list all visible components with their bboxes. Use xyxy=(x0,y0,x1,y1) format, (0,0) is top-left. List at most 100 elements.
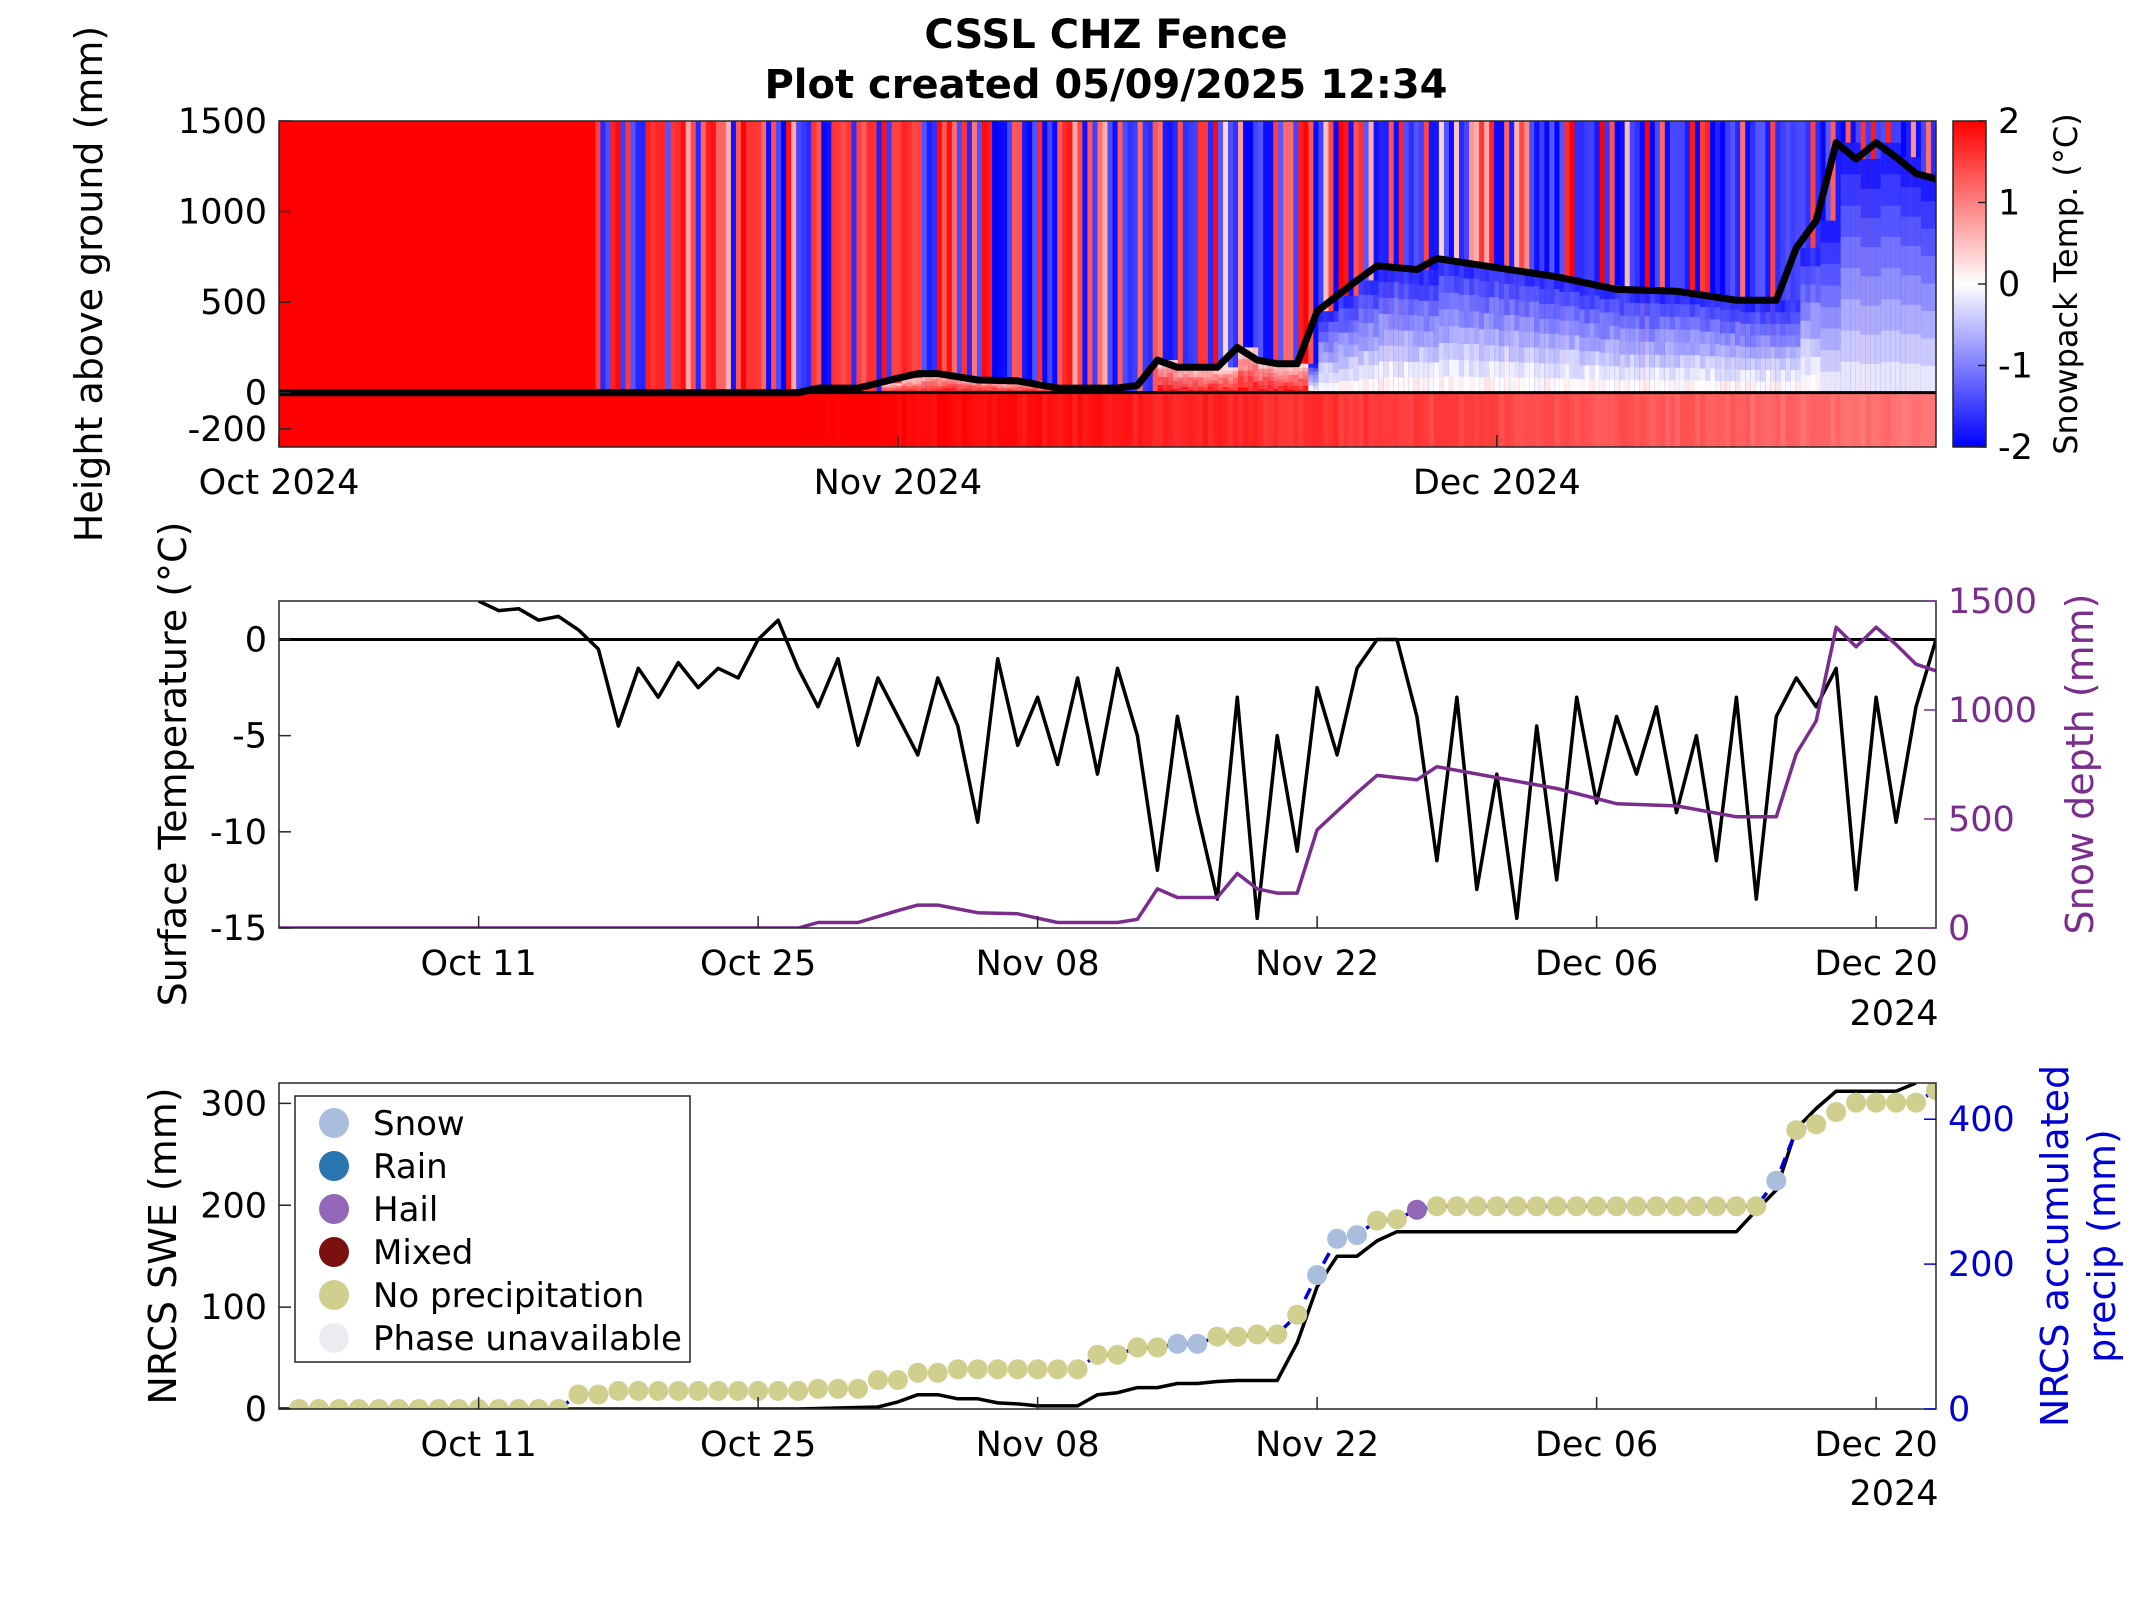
precip-phase-marker xyxy=(428,1399,449,1409)
panel3-ytick-label: 300 xyxy=(200,1084,267,1124)
panel1-xtick-label: Dec 2024 xyxy=(1413,463,1581,503)
panel1-xtick-label: Oct 2024 xyxy=(199,463,360,503)
precip-phase-marker xyxy=(648,1380,669,1401)
panel2-ytick-label: -5 xyxy=(232,717,267,757)
panel1-ytick-label: 1000 xyxy=(178,193,267,233)
precip-phase-marker xyxy=(1307,1265,1328,1285)
panel3-ytick-label: 200 xyxy=(200,1186,267,1226)
precip-phase-marker xyxy=(1766,1170,1787,1191)
precip-phase-marker xyxy=(768,1380,789,1401)
legend-marker xyxy=(319,1280,349,1310)
panel2-ytick-label: -15 xyxy=(210,909,267,949)
precip-phase-marker xyxy=(1606,1196,1627,1217)
precip-phase-marker xyxy=(1047,1359,1068,1380)
colorbar-tick-label: 0 xyxy=(1998,265,2020,305)
panel1-ylabel: Height above ground (mm) xyxy=(67,26,111,543)
panel3-y2tick-label: 400 xyxy=(1948,1100,2015,1140)
legend-label: Rain xyxy=(373,1147,448,1187)
panel3-xtick-label: Dec 20 xyxy=(1814,1425,1937,1465)
panel2-xtick-label: Oct 25 xyxy=(700,944,816,984)
precip-phase-marker xyxy=(1666,1196,1687,1217)
panel3-xtick-label: Nov 08 xyxy=(976,1425,1100,1465)
precip-phase-marker xyxy=(1227,1326,1248,1347)
precip-phase-marker xyxy=(1327,1228,1348,1249)
panel3-xtick-label: Oct 11 xyxy=(421,1425,537,1465)
precip-phase-marker xyxy=(668,1380,689,1401)
colorbar-tick-label: -1 xyxy=(1998,347,2033,387)
precip-phase-marker xyxy=(1746,1196,1767,1217)
panel2-xtick-label: Dec 06 xyxy=(1535,944,1658,984)
precip-phase-marker xyxy=(508,1399,529,1409)
precip-phase-marker xyxy=(1107,1344,1128,1365)
precip-phase-marker xyxy=(1526,1196,1547,1217)
snow-depth-line xyxy=(279,625,1936,928)
precip-phase-marker xyxy=(887,1370,908,1390)
precip-phase-marker xyxy=(388,1399,409,1409)
precip-phase-marker xyxy=(1486,1196,1507,1217)
panel2-ylabel: Surface Temperature (°C) xyxy=(151,522,195,1007)
panel1-snow-depth-line xyxy=(279,139,1936,397)
precip-phase-marker xyxy=(708,1380,729,1401)
precip-phase-marker xyxy=(987,1359,1008,1380)
precip-phase-marker xyxy=(1566,1196,1587,1217)
legend-label: No precipitation xyxy=(373,1276,644,1316)
panel2-y2tick-label: 1500 xyxy=(1948,582,2037,622)
panel3-ytick-label: 0 xyxy=(245,1390,267,1430)
precip-phase-marker xyxy=(1067,1359,1088,1380)
precip-phase-marker xyxy=(1906,1092,1926,1113)
precip-phase-marker xyxy=(1466,1196,1487,1217)
legend-marker xyxy=(319,1108,349,1138)
legend-label: Phase unavailable xyxy=(373,1319,682,1359)
panel1-axes-box xyxy=(278,120,1937,448)
panel2-y2tick-label: 0 xyxy=(1948,909,1970,949)
precip-phase-marker xyxy=(1686,1196,1707,1217)
panel3-y2label-line2: precip (mm) xyxy=(2080,1129,2124,1363)
colorbar-tick-label: 2 xyxy=(1998,102,2020,142)
precip-phase-marker xyxy=(1886,1092,1907,1113)
precip-phase-marker xyxy=(1287,1304,1308,1325)
precip-phase-marker xyxy=(967,1359,988,1380)
precip-phase-marker xyxy=(1347,1225,1367,1246)
panel1-ytick-label: 1500 xyxy=(178,102,267,142)
precip-phase-marker xyxy=(628,1380,649,1401)
legend-marker xyxy=(319,1151,349,1181)
panel3-axes-box xyxy=(278,1082,1937,1410)
precip-phase-marker xyxy=(688,1380,709,1401)
legend-box xyxy=(294,1095,691,1363)
legend-marker xyxy=(319,1323,349,1353)
panel2-y2tick-label: 500 xyxy=(1948,800,2015,840)
precip-phase-marker xyxy=(1207,1326,1228,1347)
panel1-ytick-label: 500 xyxy=(200,283,267,323)
panel3-ylabel: NRCS SWE (mm) xyxy=(141,1087,185,1404)
figure-subtitle: Plot created 05/09/2025 12:34 xyxy=(764,62,1447,108)
panel3-y2label-line1: NRCS accumulated xyxy=(2033,1065,2077,1427)
precip-phase-marker xyxy=(1167,1333,1188,1354)
panel2-ytick-label: 0 xyxy=(245,620,267,660)
precip-phase-marker xyxy=(1726,1196,1747,1217)
panel3-y2tick-label: 0 xyxy=(1948,1390,1970,1430)
precip-phase-marker xyxy=(488,1399,509,1409)
legend-marker xyxy=(319,1237,349,1267)
precip-phase-marker xyxy=(1426,1196,1447,1217)
panel2-y2tick-label: 1000 xyxy=(1948,691,2037,731)
precip-phase-marker xyxy=(608,1380,629,1401)
precip-phase-marker xyxy=(368,1399,389,1409)
precip-phase-marker xyxy=(1406,1199,1427,1220)
panel2-axes-box xyxy=(278,600,1937,929)
legend-label: Mixed xyxy=(373,1233,473,1273)
precip-phase-marker xyxy=(1367,1210,1387,1231)
panel1-ytick-label: -200 xyxy=(188,410,267,450)
precip-phase-marker xyxy=(1087,1344,1108,1365)
precip-phase-marker xyxy=(1846,1092,1867,1113)
precip-phase-marker xyxy=(1187,1333,1208,1354)
legend-marker xyxy=(319,1194,349,1224)
precip-phase-marker xyxy=(728,1380,749,1401)
precip-phase-marker xyxy=(528,1399,549,1409)
panel1-ytick-label: 0 xyxy=(245,374,267,414)
precip-phase-marker xyxy=(308,1399,329,1409)
surface-temperature-line xyxy=(477,601,1936,921)
precip-phase-marker xyxy=(348,1399,369,1409)
precip-phase-marker xyxy=(1586,1196,1607,1217)
panel1-xtick-label: Nov 2024 xyxy=(814,463,983,503)
